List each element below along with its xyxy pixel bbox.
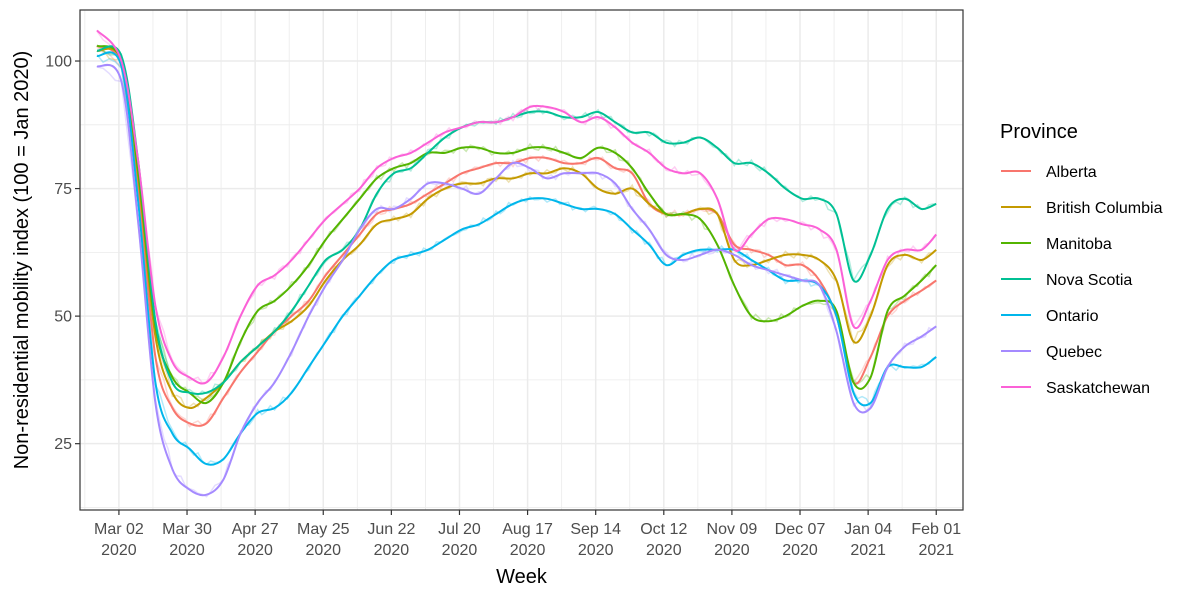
series-line-saskatchewan: [96, 29, 937, 385]
x-tick-label-year: 2020: [510, 542, 546, 559]
y-tick-label: 25: [54, 436, 72, 453]
y-axis-title: Non-residential mobility index (100 = Ja…: [11, 51, 33, 470]
x-tick-label-year: 2020: [714, 542, 750, 559]
x-tick-label-year: 2020: [578, 542, 614, 559]
x-tick-label-month: Aug 17: [502, 521, 553, 538]
legend-item-saskatchewan: Saskatchewan: [1001, 380, 1150, 397]
legend: Province Alberta British Columbia Manitoba…: [1000, 121, 1163, 397]
x-tick-label-year: 2021: [918, 542, 954, 559]
legend-item-alberta: Alberta: [1001, 164, 1097, 181]
x-axis-title: Week: [496, 566, 548, 588]
x-tick-label-month: Feb 01: [911, 521, 961, 538]
legend-item-nova-scotia: Nova Scotia: [1001, 272, 1132, 289]
x-tick-label-year: 2021: [850, 542, 886, 559]
x-tick-label-year: 2020: [237, 542, 273, 559]
x-tick-label-month: Dec 07: [775, 521, 826, 538]
legend-item-manitoba: Manitoba: [1001, 236, 1112, 253]
x-tick-label-year: 2020: [782, 542, 818, 559]
legend-item-british-columbia: British Columbia: [1001, 200, 1163, 217]
x-tick-label-month: Mar 02: [94, 521, 144, 538]
x-tick-label-month: Oct 12: [640, 521, 687, 538]
legend-label-ontario: Ontario: [1046, 308, 1099, 325]
legend-item-ontario: Ontario: [1001, 308, 1099, 325]
x-tick-label-month: Mar 30: [162, 521, 212, 538]
legend-label-manitoba: Manitoba: [1046, 236, 1112, 253]
x-tick-label-month: May 25: [297, 521, 350, 538]
x-tick-label-month: Apr 27: [232, 521, 279, 538]
legend-label-nova-scotia: Nova Scotia: [1046, 272, 1132, 289]
x-tick-label-year: 2020: [169, 542, 205, 559]
x-tick-label-year: 2020: [442, 542, 478, 559]
x-tick-label-month: Jun 22: [367, 521, 415, 538]
legend-label-british-columbia: British Columbia: [1046, 200, 1163, 217]
series-line-quebec: [96, 63, 937, 497]
legend-title: Province: [1000, 121, 1078, 143]
series-line-manitoba: [96, 44, 937, 405]
x-tick-label-year: 2020: [305, 542, 341, 559]
x-tick-label-month: Sep 14: [570, 521, 621, 538]
x-tick-label-month: Jul 20: [438, 521, 481, 538]
legend-label-quebec: Quebec: [1046, 344, 1102, 361]
x-tick-label-year: 2020: [646, 542, 682, 559]
x-tick-label-year: 2020: [101, 542, 137, 559]
plot-panel: [80, 10, 963, 510]
y-tick-label: 50: [54, 309, 72, 326]
plot-panel-border: [79, 9, 964, 511]
x-tick-label-month: Jan 04: [844, 521, 892, 538]
legend-label-saskatchewan: Saskatchewan: [1046, 380, 1150, 397]
smoothed-series-lines: [96, 29, 937, 497]
legend-item-quebec: Quebec: [1001, 344, 1102, 361]
x-tick-label-year: 2020: [374, 542, 410, 559]
y-tick-label: 75: [54, 181, 72, 198]
y-axis: 25 50 75 100: [45, 54, 80, 453]
x-tick-label-month: Nov 09: [707, 521, 758, 538]
grid-lines: [80, 10, 963, 510]
legend-label-alberta: Alberta: [1046, 164, 1097, 181]
y-tick-label: 100: [45, 54, 72, 71]
x-axis: Mar 02 2020 Mar 30 2020 Apr 27 2020 May 25 2020…: [94, 510, 961, 559]
raw-line-british-columbia: [96, 48, 937, 408]
